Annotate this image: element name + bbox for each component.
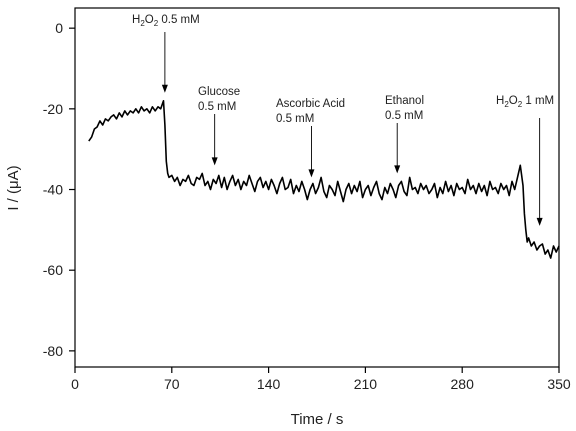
annotation-ascorbic-acid: Ascorbic Acid 0.5 mM xyxy=(276,98,345,125)
annotation-ethanol: Ethanol 0.5 mM xyxy=(385,95,424,122)
annotation-h2o2-first: H2O2 0.5 mM xyxy=(132,14,200,28)
annotation-h2o2-first-label: H2O2 0.5 mM xyxy=(132,14,200,28)
y-tick-label: -40 xyxy=(43,182,63,198)
annotation-glucose-line2: 0.5 mM xyxy=(198,101,236,113)
annotation-ethanol-line1: Ethanol xyxy=(385,95,424,107)
y-tick-label: -20 xyxy=(43,101,63,117)
annotation-arrow-head xyxy=(394,165,401,174)
y-axis-title: I / (μA) xyxy=(5,165,22,210)
x-tick-label: 210 xyxy=(354,376,378,392)
annotation-h2o2-second: H2O2 1 mM xyxy=(496,95,554,109)
annotation-ascorbic-line1: Ascorbic Acid xyxy=(276,98,345,110)
y-tick-label: -80 xyxy=(43,343,63,359)
annotation-ascorbic-line2: 0.5 mM xyxy=(276,113,314,125)
x-tick-label: 280 xyxy=(451,376,475,392)
x-tick-label: 350 xyxy=(547,376,571,392)
annotation-arrow-head xyxy=(536,217,543,226)
annotation-arrow-head xyxy=(308,169,315,178)
annotation-glucose: Glucose 0.5 mM xyxy=(198,86,240,113)
annotation-arrow-head xyxy=(211,157,218,166)
annotations xyxy=(161,32,543,226)
annotation-h2o2-second-label: H2O2 1 mM xyxy=(496,95,554,109)
x-axis-title: Time / s xyxy=(291,411,344,428)
x-tick-label: 70 xyxy=(164,376,180,392)
annotation-glucose-line1: Glucose xyxy=(198,86,240,98)
x-tick-label: 0 xyxy=(71,376,79,392)
y-tick-label: 0 xyxy=(55,20,63,36)
y-tick-label: -60 xyxy=(43,262,63,278)
y-axis: 0 -20 -40 -60 -80 xyxy=(43,20,75,359)
annotation-arrow-head xyxy=(161,84,168,93)
x-axis: 0 70 140 210 280 350 xyxy=(71,367,571,392)
annotation-ethanol-line2: 0.5 mM xyxy=(385,110,423,122)
series-line-current xyxy=(88,100,560,259)
x-tick-label: 140 xyxy=(257,376,281,392)
plot-frame xyxy=(74,7,560,368)
